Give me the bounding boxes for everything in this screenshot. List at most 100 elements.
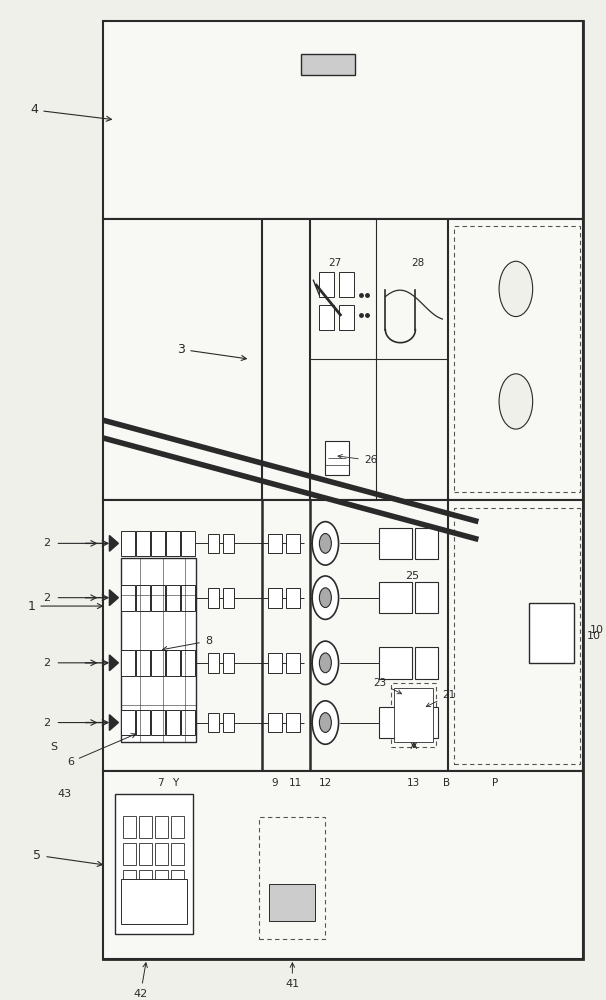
Bar <box>167 650 179 676</box>
Bar <box>301 54 355 75</box>
Bar <box>121 558 196 742</box>
Bar <box>287 713 299 732</box>
Bar <box>122 816 136 838</box>
Bar <box>287 653 299 673</box>
Text: 12: 12 <box>319 778 332 788</box>
Bar <box>208 534 219 553</box>
Text: 43: 43 <box>58 789 72 799</box>
Bar <box>454 508 581 764</box>
Bar <box>208 588 219 608</box>
Bar <box>395 688 433 742</box>
Bar <box>167 531 179 556</box>
Text: 42: 42 <box>133 963 148 999</box>
Text: 9: 9 <box>271 778 278 788</box>
Bar <box>208 713 219 732</box>
Bar <box>379 707 412 738</box>
Text: 3: 3 <box>178 343 247 360</box>
Bar <box>139 843 152 865</box>
Bar <box>415 528 438 559</box>
Bar <box>171 816 184 838</box>
Bar <box>268 588 282 608</box>
Bar <box>104 500 584 771</box>
Bar <box>268 653 282 673</box>
Text: 28: 28 <box>411 258 425 268</box>
Text: 41: 41 <box>285 963 299 989</box>
Bar <box>379 528 412 559</box>
Text: 27: 27 <box>328 258 341 268</box>
Bar <box>224 713 234 732</box>
Bar <box>454 226 581 492</box>
Bar <box>121 531 135 556</box>
Text: 2: 2 <box>43 538 50 548</box>
Circle shape <box>499 261 533 317</box>
Bar <box>167 710 179 735</box>
Circle shape <box>319 653 331 673</box>
Text: 13: 13 <box>407 778 421 788</box>
Bar <box>152 585 165 611</box>
Circle shape <box>312 641 339 685</box>
Bar <box>152 531 165 556</box>
Circle shape <box>499 374 533 429</box>
Text: 5: 5 <box>33 849 102 866</box>
Bar <box>155 816 168 838</box>
Bar <box>136 650 150 676</box>
Text: 2: 2 <box>43 658 50 668</box>
Text: B: B <box>444 778 450 788</box>
Bar <box>224 653 234 673</box>
Bar <box>379 582 412 613</box>
Bar <box>415 647 438 679</box>
Bar <box>287 534 299 553</box>
Bar <box>181 531 195 556</box>
Bar <box>339 305 354 330</box>
Bar <box>269 884 316 921</box>
Circle shape <box>319 588 331 608</box>
Circle shape <box>319 713 331 732</box>
Circle shape <box>312 701 339 744</box>
Bar <box>104 21 584 959</box>
Bar <box>155 870 168 891</box>
Bar <box>152 710 165 735</box>
Text: 6: 6 <box>67 734 136 767</box>
Text: 1: 1 <box>27 600 102 613</box>
Bar <box>391 683 436 747</box>
Polygon shape <box>110 535 118 551</box>
Bar <box>181 710 195 735</box>
Bar <box>152 650 165 676</box>
Bar <box>122 843 136 865</box>
Polygon shape <box>110 590 118 606</box>
Bar <box>155 843 168 865</box>
Bar <box>104 219 584 500</box>
Bar <box>104 21 584 219</box>
Text: 8: 8 <box>162 636 212 651</box>
Bar <box>339 272 354 297</box>
Bar <box>224 588 234 608</box>
Text: 2: 2 <box>43 718 50 728</box>
Bar <box>122 870 136 891</box>
Bar <box>319 305 335 330</box>
Bar <box>259 817 325 939</box>
Bar <box>181 650 195 676</box>
Bar <box>167 585 179 611</box>
Bar <box>415 707 438 738</box>
Circle shape <box>312 522 339 565</box>
Bar <box>171 843 184 865</box>
Bar <box>415 582 438 613</box>
Text: S: S <box>50 742 57 752</box>
Text: 23: 23 <box>373 678 402 694</box>
Bar <box>181 585 195 611</box>
Text: P: P <box>491 778 498 788</box>
Bar <box>319 272 335 297</box>
Bar <box>121 585 135 611</box>
Polygon shape <box>110 655 118 671</box>
Bar <box>121 879 187 924</box>
Bar <box>379 647 412 679</box>
Bar <box>139 870 152 891</box>
Text: 2: 2 <box>43 593 50 603</box>
Bar <box>121 710 135 735</box>
Text: 10: 10 <box>587 631 601 641</box>
Bar <box>136 531 150 556</box>
Text: 10: 10 <box>590 625 604 635</box>
Text: 21: 21 <box>426 690 456 707</box>
Bar <box>139 816 152 838</box>
Circle shape <box>319 534 331 553</box>
